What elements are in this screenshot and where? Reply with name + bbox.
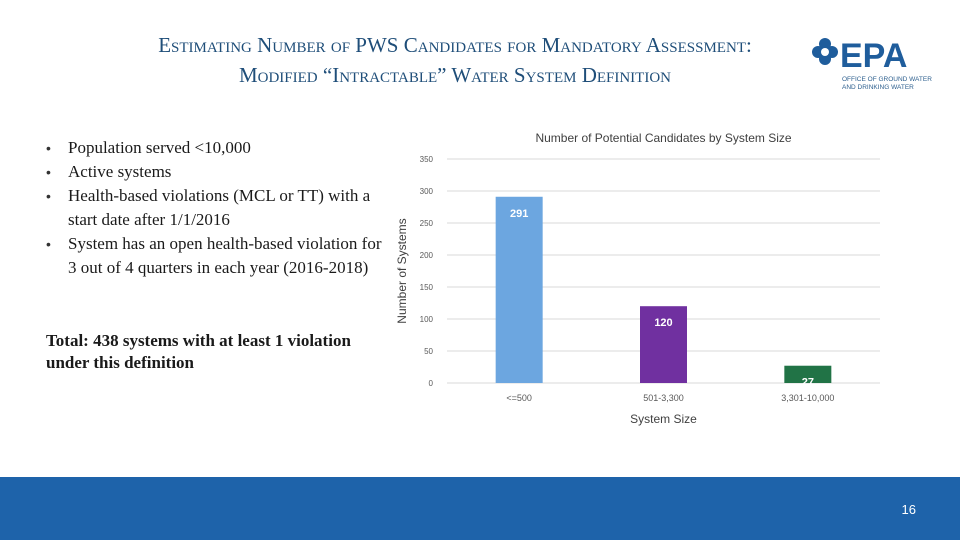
page-number: 16 xyxy=(901,502,916,517)
slide-title-line-2: Modified “Intractable” Water System Defi… xyxy=(238,63,672,87)
slide-title: Estimating Number of PWS Candidates for … xyxy=(40,30,870,90)
criteria-item: • Population served <10,000 xyxy=(44,136,384,160)
x-tick-label: 501-3,300 xyxy=(643,393,684,403)
chart-title: Number of Potential Candidates by System… xyxy=(535,131,791,145)
criteria-item-text: System has an open health-based violatio… xyxy=(68,234,382,277)
epa-logo: EPA Office of Ground Water and Drinking … xyxy=(812,34,932,96)
bar-chart: Number of Potential Candidates by System… xyxy=(395,131,880,426)
epa-logo-subtext: Office of Ground Water and Drinking Wate… xyxy=(842,76,932,92)
bar-data-label: 27 xyxy=(802,377,814,389)
y-tick-label: 200 xyxy=(420,251,434,260)
epa-logo-subtext-line-1: Office of Ground Water xyxy=(842,76,932,83)
footer-bar: 16 xyxy=(0,477,960,540)
y-tick-label: 350 xyxy=(420,155,434,164)
criteria-item-text: Population served <10,000 xyxy=(68,138,251,157)
y-axis-label: Number of Systems xyxy=(395,218,409,323)
bar xyxy=(784,365,832,383)
criteria-item: • Health-based violations (MCL or TT) wit… xyxy=(44,184,384,232)
epa-logo-subtext-line-2: and Drinking Water xyxy=(842,84,914,91)
bullet-icon: • xyxy=(46,164,51,180)
x-tick-label: <=500 xyxy=(506,393,532,403)
criteria-item-text: Active systems xyxy=(68,162,172,181)
criteria-item: • System has an open health-based violati… xyxy=(44,232,384,280)
y-tick-label: 300 xyxy=(420,187,434,196)
y-tick-label: 0 xyxy=(429,379,434,388)
criteria-item-text: Health-based violations (MCL or TT) with… xyxy=(68,186,371,229)
epa-logo-text: EPA xyxy=(840,37,907,75)
y-tick-label: 150 xyxy=(420,283,434,292)
bullet-icon: • xyxy=(46,188,51,204)
criteria-list: • Population served <10,000 • Active syste… xyxy=(44,136,384,280)
epa-flower-icon: EPA xyxy=(812,37,907,75)
y-tick-label: 100 xyxy=(420,315,434,324)
bar xyxy=(640,306,687,383)
bullet-icon: • xyxy=(46,236,51,252)
x-axis-label: System Size xyxy=(630,412,697,426)
bar-data-label: 291 xyxy=(510,208,528,220)
y-tick-label: 250 xyxy=(420,219,434,228)
x-tick-label: 3,301-10,000 xyxy=(781,393,834,403)
bar xyxy=(495,196,543,383)
bar-data-label: 120 xyxy=(654,317,672,329)
total-summary: Total: 438 systems with at least 1 viola… xyxy=(46,331,351,372)
criteria-item: • Active systems xyxy=(44,160,384,184)
slide-title-line-1: Estimating Number of PWS Candidates for … xyxy=(158,33,752,57)
bullet-icon: • xyxy=(46,140,51,156)
y-tick-label: 50 xyxy=(424,347,433,356)
